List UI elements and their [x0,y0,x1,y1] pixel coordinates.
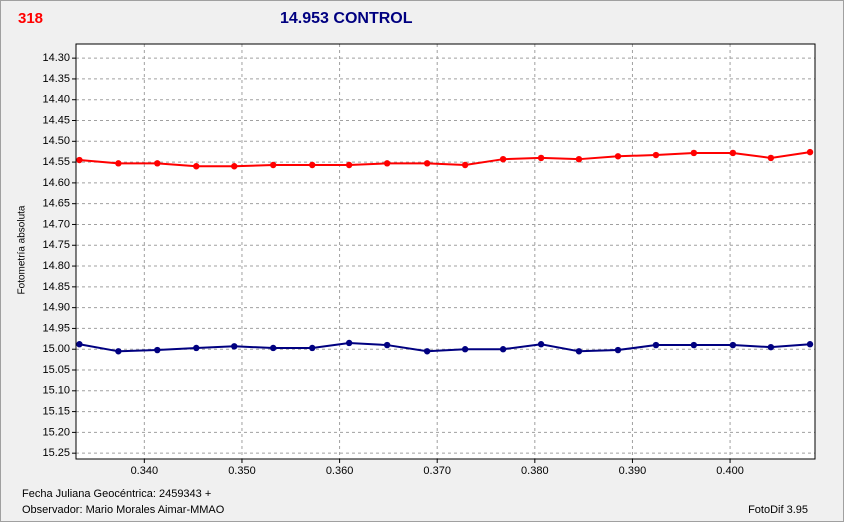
data-point [309,344,316,352]
data-point [614,153,622,160]
data-point [767,154,775,162]
data-point [423,348,431,355]
data-point [499,346,507,353]
data-point [193,344,200,352]
data-point [309,161,316,169]
badge: 318 [18,10,43,27]
data-point [115,348,122,355]
data-point [690,341,698,349]
data-point [806,148,814,156]
y-tick-label: 15.15 [42,406,70,418]
series-line [79,151,811,168]
data-point [115,160,122,167]
data-point [193,163,200,170]
plot-area [76,44,815,459]
data-point [231,163,238,170]
x-tick-label: 0.390 [619,465,647,477]
y-tick-label: 15.05 [42,364,70,376]
x-tick-label: 0.360 [326,465,354,477]
footer-date: Fecha Juliana Geocéntrica: 2459343 + [22,488,211,500]
data-point [767,343,775,351]
data-point [383,160,391,167]
x-tick-label: 0.340 [131,465,159,477]
x-tick-label: 0.400 [716,465,744,477]
y-tick-label: 14.45 [42,114,70,126]
data-point [345,339,353,347]
y-tick-label: 15.20 [42,426,70,438]
data-point [614,346,622,354]
data-point [231,343,238,350]
data-point [461,346,469,353]
data-point [537,341,545,348]
x-tick-label: 0.350 [228,465,256,477]
y-tick-label: 14.70 [42,218,70,230]
data-point [806,341,814,348]
data-point [729,341,737,349]
y-tick-label: 14.50 [42,135,70,147]
data-point [269,344,277,352]
series-line [79,341,811,353]
y-tick-label: 14.60 [42,177,70,189]
data-point [76,341,83,348]
y-tick-label: 14.40 [42,94,70,106]
data-point [383,341,391,349]
footer-software: FotoDif 3.95 [748,504,808,516]
y-tick-label: 15.10 [42,385,70,397]
chart-title: 14.953 CONTROL [280,10,413,27]
x-tick-label: 0.380 [521,465,549,477]
data-point [76,156,83,164]
data-point [423,160,431,167]
data-point [652,341,660,349]
data-point [461,161,469,169]
y-tick-label: 14.80 [42,260,70,272]
footer-observer: Observador: Mario Morales Aimar-MMAO [22,504,225,516]
data-point [652,151,660,159]
data-point [499,155,507,163]
data-point [269,161,277,169]
y-tick-label: 15.00 [42,343,70,355]
x-tick-label: 0.370 [423,465,451,477]
y-tick-label: 14.90 [42,302,70,314]
grid: 14.30 14.35 14.40 14.45 14.50 14.55 14.60 14.65… [42,44,815,477]
data-point [729,149,737,157]
y-tick-label: 14.75 [42,239,70,251]
y-tick-label: 14.35 [42,73,70,85]
plot-border [75,43,816,460]
y-axis-label: Fotometría absoluta [17,205,28,294]
y-tick-label: 14.55 [42,156,70,168]
data-point [690,149,698,157]
data-point [575,348,583,355]
data-point [154,346,161,354]
y-tick-label: 14.95 [42,322,70,334]
data-point [575,155,583,163]
data-point [154,160,161,167]
y-tick-label: 15.25 [42,447,70,459]
data-point [345,161,353,169]
y-tick-label: 14.65 [42,198,70,210]
y-tick-label: 14.30 [42,52,70,64]
data [76,148,814,355]
data-point [537,154,545,162]
y-tick-label: 14.85 [42,281,70,293]
